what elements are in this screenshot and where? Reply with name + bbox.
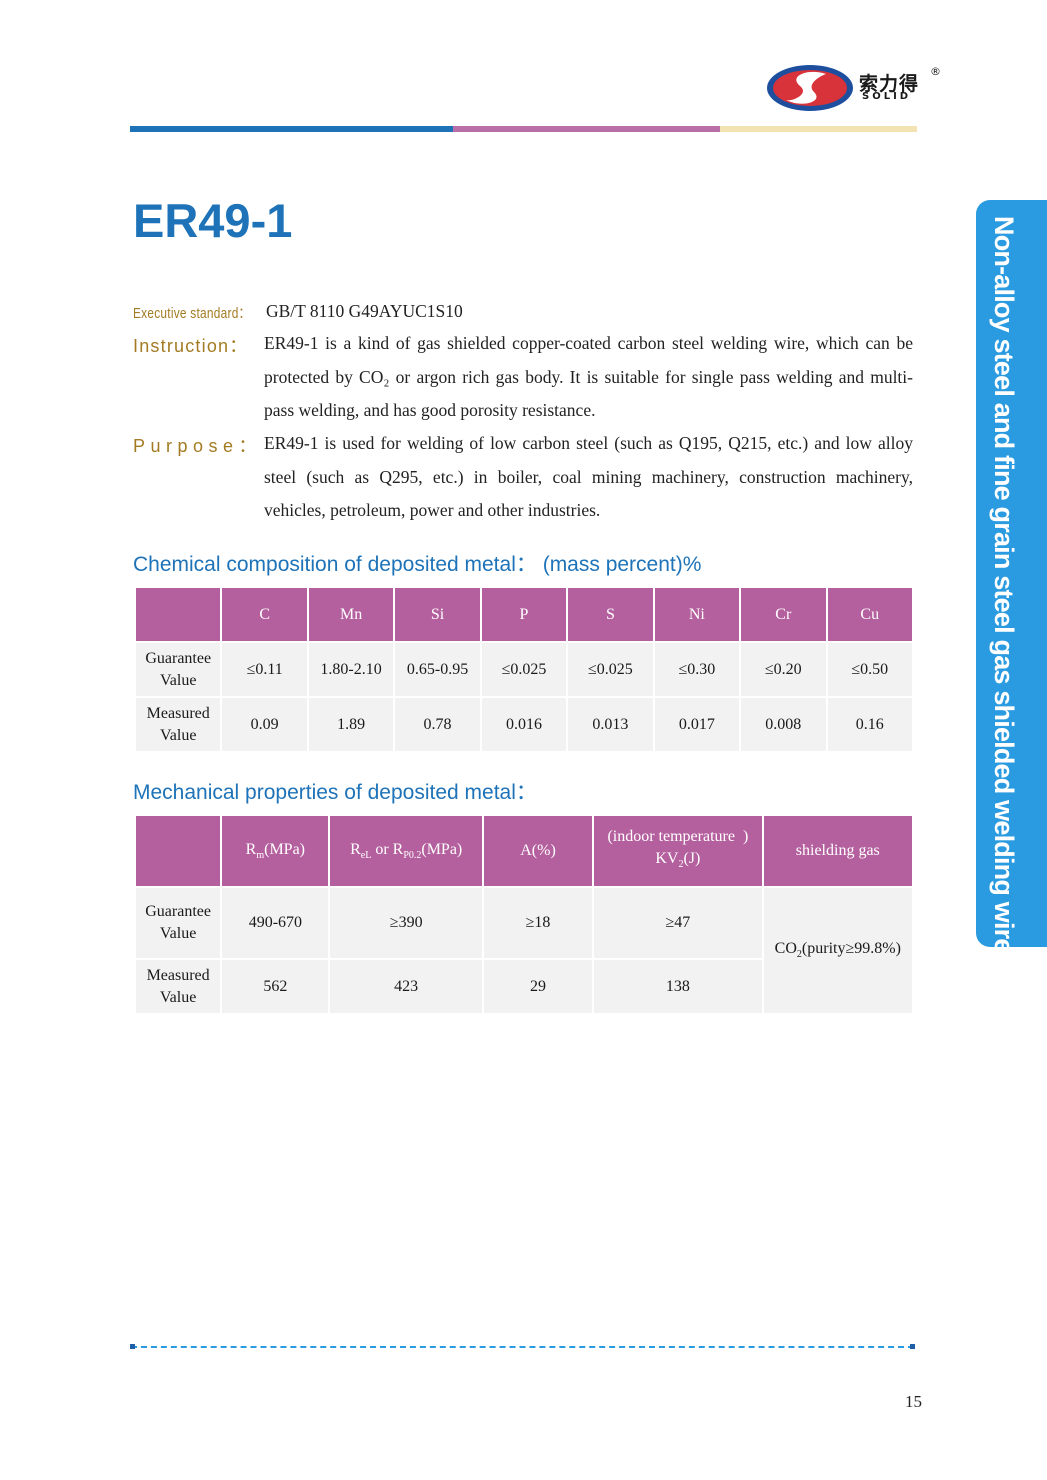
table-header-cell: Cr: [741, 588, 826, 641]
table-cell: 423: [330, 960, 482, 1013]
chemical-composition-table: C Mn Si P S Ni Cr Cu Guarantee Value ≤0.1…: [134, 586, 914, 753]
brand-name-en: SOLID: [862, 91, 912, 102]
table-cell: 0.016: [481, 698, 567, 751]
row-label-line1: Guarantee: [145, 649, 212, 667]
header-rel: ReL or RP0.2(MPa): [330, 816, 482, 886]
table-cell: 562: [222, 960, 329, 1013]
table-cell: ≥18: [483, 888, 593, 958]
table-cell: ≤0.025: [481, 643, 567, 696]
executive-standard-row: Executive standard： GB/T 8110 G49AYUC1S1…: [133, 298, 913, 326]
executive-standard-label: Executive standard：: [133, 306, 251, 322]
table-header-cell: [136, 588, 221, 641]
table-header-row: C Mn Si P S Ni Cr Cu: [136, 588, 912, 641]
chemical-section-title: Chemical composition of deposited metal：…: [133, 553, 702, 576]
table-cell: ≤0.20: [741, 643, 826, 696]
table-header-cell: Cu: [827, 588, 912, 641]
table-header-cell: Ni: [654, 588, 740, 641]
purpose-row: Purpose： ER49-1 is used for welding of l…: [133, 427, 913, 529]
header-bar-pink: [453, 126, 720, 132]
row-label: Measured Value: [136, 960, 221, 1013]
row-label: Guarantee Value: [136, 888, 221, 958]
executive-standard-value: GB/T 8110 G49AYUC1S10: [266, 301, 463, 321]
registered-mark: ®: [930, 65, 941, 78]
table-cell: ≥47: [594, 888, 762, 958]
table-cell: ≤0.50: [827, 643, 912, 696]
product-title: ER49-1: [133, 194, 293, 247]
mechanical-properties-table: Rm(MPa) ReL or RP0.2(MPa) A(%) (indoor t…: [134, 814, 914, 1015]
table-cell: 0.16: [827, 698, 912, 751]
header-rm: Rm(MPa): [222, 816, 329, 886]
header-bar-cream: [720, 126, 917, 132]
table-row: Measured Value 0.09 1.89 0.78 0.016 0.013…: [136, 698, 912, 751]
table-row: Measured Value 562 423 29 138: [136, 960, 912, 1013]
table-header-cell: Mn: [308, 588, 394, 641]
purpose-text: ER49-1 is used for welding of low carbon…: [264, 433, 913, 520]
table-header-cell: Si: [395, 588, 480, 641]
header-elongation: A(%): [483, 816, 593, 886]
row-label-line2: Value: [159, 925, 197, 942]
table-row: Guarantee Value 490-670 ≥390 ≥18 ≥47 CO2(…: [136, 888, 912, 1013]
table-header-cell: C: [222, 588, 307, 641]
instruction-text: ER49-1 is a kind of gas shielded copper-…: [264, 333, 913, 420]
category-side-tab-label: Non-alloy steel and fine grain steel gas…: [989, 216, 1019, 953]
row-label-line2: Value: [160, 671, 197, 689]
brand-name: 索力得: [859, 73, 920, 95]
table-header-cell: [136, 816, 221, 886]
table-cell: ≥390: [330, 888, 482, 958]
table-cell: 490-670: [222, 888, 329, 958]
row-label-line1: Measured: [146, 704, 210, 722]
table-cell: 29: [483, 960, 593, 1013]
table-cell: 0.09: [222, 698, 307, 751]
instruction-label: Instruction：: [133, 336, 249, 356]
row-label-line1: Measured: [146, 966, 210, 984]
table-cell: 1.89: [308, 698, 394, 751]
row-label: Guarantee Value: [136, 643, 221, 696]
header-bar-blue: [130, 126, 453, 132]
page-number: 15: [905, 1392, 922, 1411]
table-cell: 0.017: [654, 698, 740, 751]
category-side-tab: Non-alloy steel and fine grain steel gas…: [976, 200, 1047, 953]
table-cell: 1.80-2.10: [308, 643, 394, 696]
row-label: Measured Value: [136, 698, 221, 751]
brand-logo: 索力得 SOLID ®: [766, 62, 946, 114]
row-label-line1: Guarantee: [145, 903, 211, 920]
mechanical-section-title: Mechanical properties of deposited metal…: [133, 781, 537, 804]
table-cell: 0.78: [395, 698, 480, 751]
shielding-gas-cell: CO2(purity≥99.8%): [763, 888, 912, 1013]
table-row: Guarantee Value ≤0.11 1.80-2.10 0.65-0.95…: [136, 643, 912, 696]
instruction-row: Instruction： ER49-1 is a kind of gas shi…: [133, 327, 913, 429]
table-cell: 138: [594, 960, 762, 1013]
header-impact: (indoor temperature ) KV2(J): [594, 816, 762, 886]
table-cell: 0.013: [568, 698, 653, 751]
header-shielding-gas: shielding gas: [763, 816, 912, 886]
table-cell: 0.65-0.95: [395, 643, 480, 696]
row-label-line2: Value: [159, 988, 197, 1006]
footer-divider: [131, 1346, 914, 1348]
row-label-line2: Value: [160, 726, 197, 744]
table-header-row: Rm(MPa) ReL or RP0.2(MPa) A(%) (indoor t…: [136, 816, 912, 886]
table-cell: ≤0.30: [654, 643, 740, 696]
table-cell: ≤0.11: [222, 643, 307, 696]
table-header-cell: S: [568, 588, 653, 641]
table-cell: 0.008: [741, 698, 826, 751]
purpose-label: Purpose：: [133, 436, 263, 456]
footer-divider-dot-left: [130, 1344, 135, 1349]
table-cell: ≤0.025: [568, 643, 653, 696]
footer-divider-dot-right: [910, 1344, 915, 1349]
table-header-cell: P: [481, 588, 567, 641]
solid-logo-icon: [767, 65, 853, 111]
